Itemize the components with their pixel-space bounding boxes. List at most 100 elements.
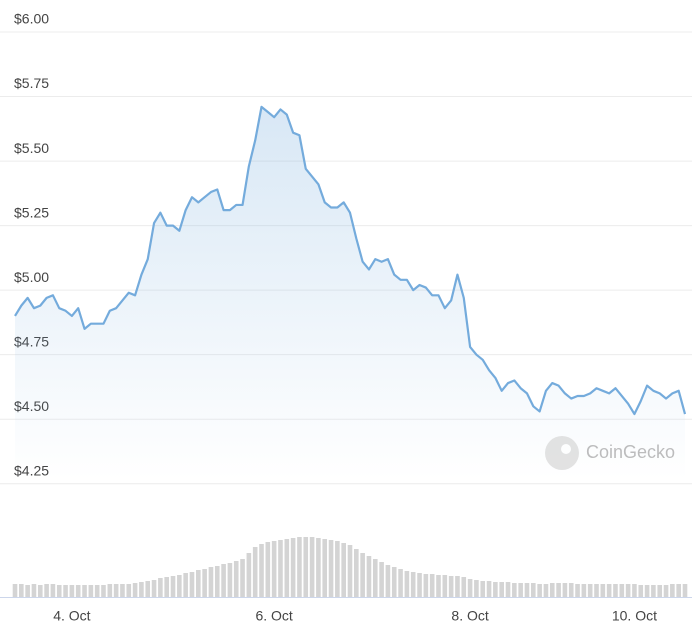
volume-bar (278, 540, 283, 597)
volume-bar (151, 580, 157, 597)
volume-bar (568, 583, 574, 597)
volume-bar (676, 584, 681, 597)
volume-bar (512, 583, 517, 597)
volume-bar (549, 583, 555, 597)
volume-bar (328, 540, 334, 597)
watermark-logo-eye (561, 444, 571, 454)
volume-bar (31, 584, 37, 597)
x-tick-label: 4. Oct (53, 608, 90, 624)
area-fill (15, 106, 685, 481)
volume-bar (113, 584, 119, 597)
volume-bar (354, 549, 359, 597)
volume-bar (158, 578, 163, 597)
volume-bar (682, 584, 688, 597)
volume-bar (670, 584, 675, 597)
volume-bar (132, 583, 138, 597)
watermark-text: CoinGecko (586, 442, 675, 462)
y-tick-label: $5.25 (14, 204, 49, 220)
volume-bar (240, 559, 245, 597)
volume-bar (145, 581, 151, 597)
volume-bar (632, 584, 637, 597)
volume-bar (183, 573, 188, 597)
volume-bar (606, 584, 612, 597)
volume-bar (480, 581, 486, 597)
volume-bar (461, 577, 467, 597)
volume-bar (657, 585, 663, 597)
volume-bar (625, 584, 631, 597)
volume-bar (537, 584, 542, 597)
volume-bar (88, 585, 94, 597)
volume-bar (196, 570, 201, 597)
volume-bar (644, 585, 650, 597)
volume-bar (442, 575, 448, 597)
volume-bar (316, 538, 321, 597)
volume-bar (638, 585, 644, 597)
volume-bar (372, 559, 378, 597)
volume-bar (543, 584, 549, 597)
volume-bar (429, 574, 435, 597)
volume-bar (303, 537, 309, 597)
volume-bar (366, 556, 372, 597)
volume-bar (531, 583, 536, 597)
volume-bar (486, 581, 492, 597)
volume-bar (619, 584, 625, 597)
volume-bar (581, 584, 587, 597)
volume-bar (309, 537, 315, 597)
volume-bar (398, 569, 403, 597)
volume-bar (347, 545, 353, 597)
volume-bar (505, 582, 511, 597)
volume-bar (556, 583, 561, 597)
volume-bar (284, 539, 290, 597)
volume-bar (499, 582, 504, 597)
x-tick-label: 10. Oct (612, 608, 657, 624)
volume-bar (252, 547, 258, 597)
volume-bar (518, 583, 523, 597)
x-tick-label: 6. Oct (255, 608, 292, 624)
volume-bar (75, 585, 81, 597)
volume-bar (613, 584, 618, 597)
volume-bar (385, 565, 391, 597)
volume-bar (341, 543, 346, 597)
volume-bar (663, 585, 669, 597)
y-tick-label: $6.00 (14, 11, 49, 27)
volume-bar (101, 585, 106, 597)
volume-bar (474, 580, 479, 597)
volume-bar (436, 575, 441, 597)
volume-bar (417, 573, 422, 597)
volume-bar (120, 584, 125, 597)
volume-bar (19, 584, 24, 597)
volume-bar (25, 585, 30, 597)
price-line (14, 105, 687, 416)
volume-bar (448, 576, 454, 597)
volume-bar (164, 577, 169, 597)
volume-bar (177, 575, 182, 597)
volume-bar (290, 538, 296, 597)
volume-bar (107, 584, 113, 597)
volume-bar (455, 576, 460, 597)
volume-bar (423, 574, 429, 597)
volume-bar (575, 584, 580, 597)
volume-bar (360, 553, 365, 597)
volume-bar (208, 567, 214, 597)
volume-bar (12, 584, 18, 597)
volume-bar (379, 562, 384, 597)
volume-bar (600, 584, 606, 597)
volume-bar (233, 561, 239, 597)
volume-bar (56, 585, 62, 597)
y-tick-label: $5.50 (14, 140, 49, 156)
volume-bar (189, 572, 195, 597)
volume-bar (82, 585, 87, 597)
volume-bar (265, 542, 271, 597)
volume-bar (69, 585, 75, 597)
volume-bar (594, 584, 599, 597)
volume-bar (587, 584, 593, 597)
volume-bar (221, 564, 226, 597)
volume-bar (297, 537, 302, 597)
volume-bar (139, 582, 144, 597)
volume-bar (202, 569, 207, 597)
volume-bar (44, 584, 49, 597)
volume-bar (271, 541, 277, 597)
volume-bar (524, 583, 530, 597)
volume-bar (651, 585, 656, 597)
